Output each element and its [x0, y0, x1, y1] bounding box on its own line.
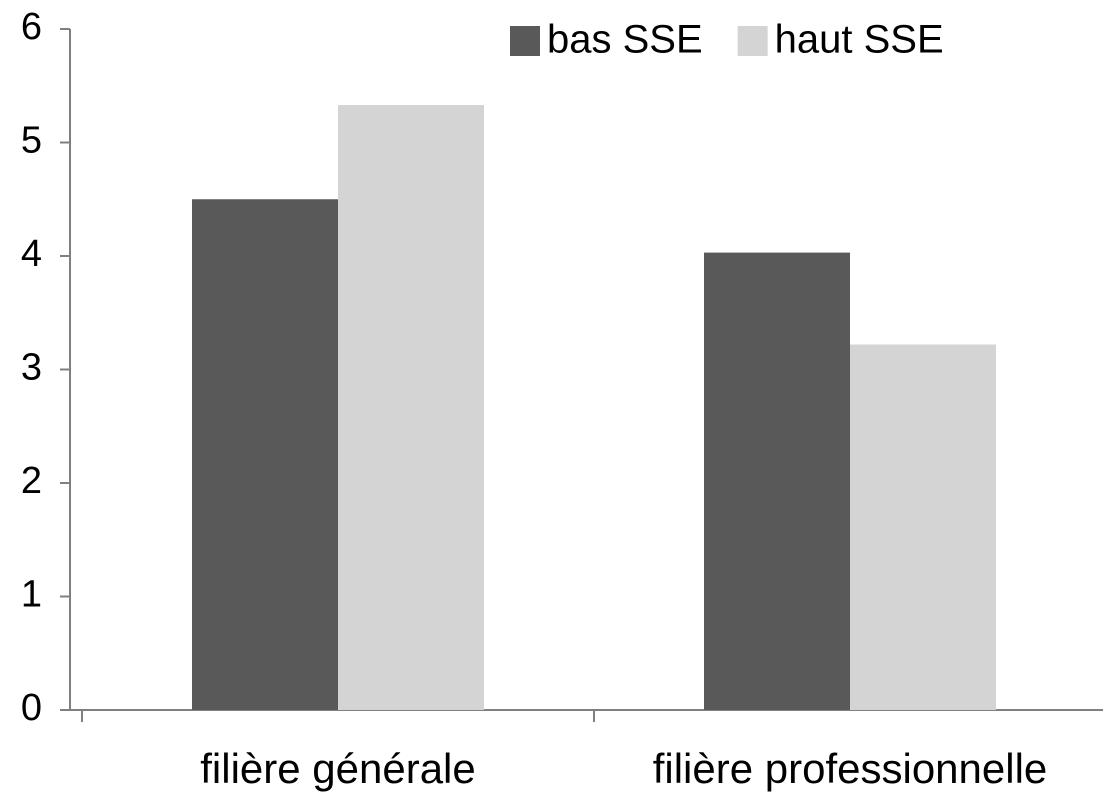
y-tick-label: 3	[21, 347, 42, 389]
legend-swatch	[510, 26, 540, 56]
y-tick-label: 5	[21, 120, 42, 162]
y-tick-label: 2	[21, 460, 42, 502]
y-tick-label: 1	[21, 574, 42, 616]
x-tick-label: filière professionnelle	[653, 745, 1048, 792]
y-tick-label: 0	[21, 687, 42, 729]
y-tick-label: 6	[21, 6, 42, 48]
y-tick-label: 4	[21, 233, 42, 275]
bar	[192, 199, 338, 710]
legend-label: haut SSE	[775, 18, 944, 62]
bar	[338, 105, 484, 711]
x-tick-label: filière générale	[200, 745, 476, 792]
bar	[704, 252, 850, 710]
legend-swatch	[737, 26, 768, 56]
legend-label: bas SSE	[547, 18, 703, 62]
bar	[850, 344, 996, 710]
